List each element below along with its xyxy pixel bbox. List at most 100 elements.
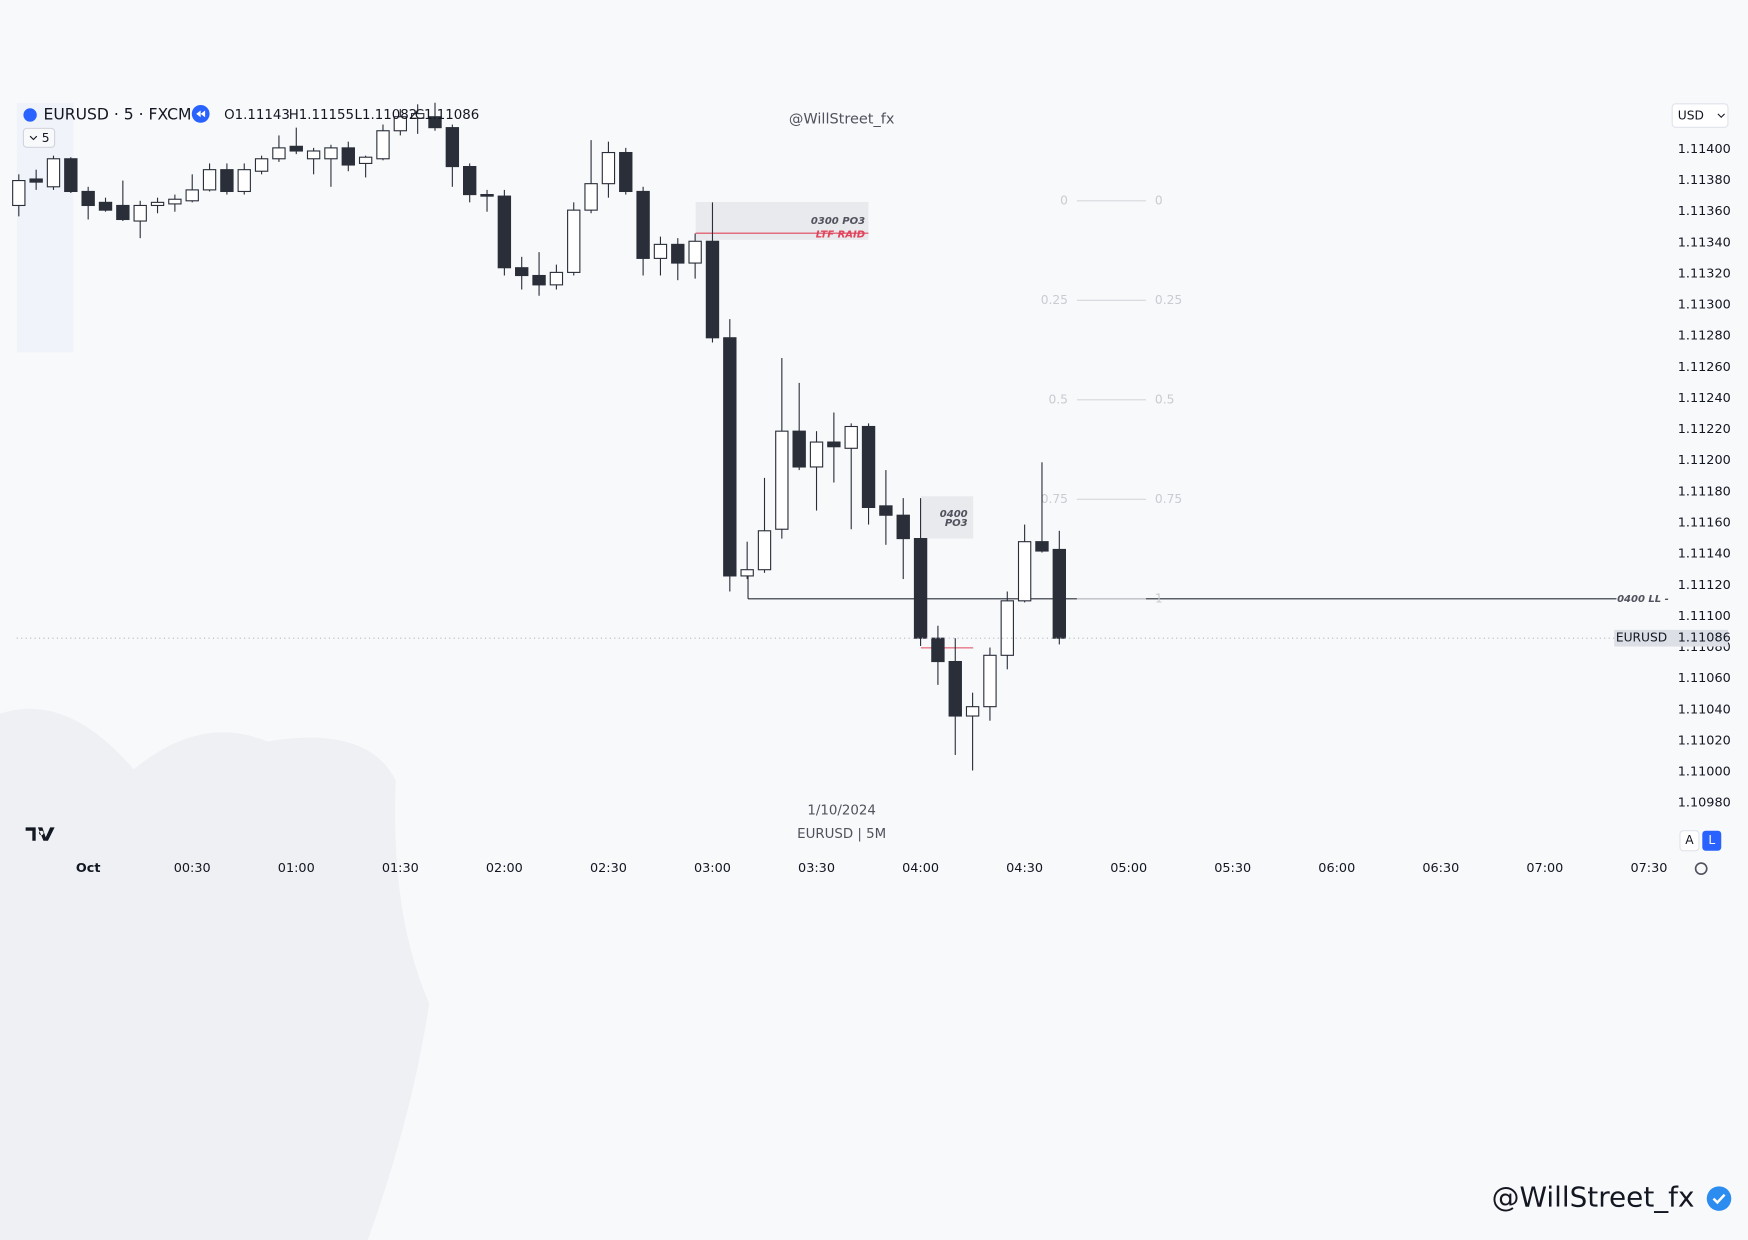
candle-body bbox=[792, 430, 806, 468]
candle-body bbox=[289, 145, 303, 152]
symbol-icon bbox=[23, 108, 37, 122]
candle-body bbox=[376, 130, 390, 160]
verified-check bbox=[1712, 1193, 1726, 1205]
candle-body bbox=[1052, 548, 1066, 639]
price-tag-label: 1.11086 bbox=[1678, 631, 1731, 646]
candle-body bbox=[723, 337, 737, 577]
x-tick-label: 05:00 bbox=[1110, 861, 1147, 876]
x-tick-label: 00:30 bbox=[174, 861, 211, 876]
candle-body bbox=[428, 116, 442, 129]
x-tick-label: 02:30 bbox=[590, 861, 627, 876]
symbol: EURUSD · 5 · FXCM bbox=[43, 105, 191, 123]
chevron-icon bbox=[1717, 113, 1725, 119]
candle-body bbox=[168, 198, 182, 205]
y-tick-label: 1.11380 bbox=[1678, 173, 1731, 188]
candle-body bbox=[98, 201, 113, 211]
scale-button-label: A bbox=[1685, 833, 1694, 847]
candle-body bbox=[237, 169, 251, 193]
y-tick-label: 1.11220 bbox=[1678, 422, 1731, 437]
candle-body bbox=[64, 158, 78, 193]
y-tick-label: 1.11340 bbox=[1678, 235, 1731, 250]
tv-logo bbox=[25, 827, 55, 841]
x-tick-label: 01:00 bbox=[278, 861, 315, 876]
candle-body bbox=[532, 274, 546, 286]
interval: 5 bbox=[42, 131, 50, 145]
candle-body bbox=[46, 158, 61, 188]
candle-body bbox=[879, 505, 893, 516]
candle-body bbox=[1035, 541, 1049, 552]
candle-body bbox=[827, 441, 841, 448]
candle-body bbox=[324, 147, 338, 160]
x-tick-label: 06:00 bbox=[1318, 861, 1355, 876]
y-tick-label: 1.11300 bbox=[1678, 298, 1731, 313]
candle-body bbox=[584, 183, 598, 211]
candle-body bbox=[983, 654, 997, 708]
candle-body bbox=[254, 158, 269, 172]
candle-body bbox=[619, 151, 633, 193]
fib-label: 0.75 bbox=[1155, 492, 1182, 506]
y-tick-label: 1.11320 bbox=[1678, 266, 1731, 281]
fib-label: 0 bbox=[1060, 193, 1068, 207]
candle-body bbox=[740, 569, 754, 577]
currency-button[interactable] bbox=[1671, 103, 1729, 128]
y-tick-label: 1.11280 bbox=[1678, 329, 1731, 344]
y-tick-label: 1.11240 bbox=[1678, 391, 1731, 406]
y-tick-label: 1.11260 bbox=[1678, 360, 1731, 375]
candle-body bbox=[358, 156, 373, 164]
x-tick-label: 04:30 bbox=[1006, 861, 1043, 876]
annotation-label: LTF RAID bbox=[816, 229, 865, 240]
fib-label: 0.5 bbox=[1155, 392, 1174, 406]
candle-body bbox=[515, 267, 529, 277]
log-scale-button[interactable] bbox=[1702, 830, 1722, 851]
candle-body bbox=[671, 243, 685, 264]
y-tick-label: 1.11040 bbox=[1678, 702, 1731, 717]
candle-body bbox=[29, 178, 43, 183]
auto-scale-button[interactable] bbox=[1679, 830, 1700, 852]
fib-label: 0.75 bbox=[1041, 492, 1068, 506]
candle-body bbox=[601, 151, 616, 185]
x-tick-label: 03:30 bbox=[798, 861, 835, 876]
candle-body bbox=[861, 425, 876, 508]
candle-body bbox=[272, 147, 286, 160]
candle-body bbox=[497, 195, 512, 269]
y-tick-label: 1.11120 bbox=[1678, 578, 1731, 593]
price-tag bbox=[1668, 629, 1728, 647]
candle-body bbox=[913, 538, 928, 639]
annotation-label: 0300 PO3 bbox=[811, 216, 865, 227]
annotation-label: PO3 bbox=[945, 518, 968, 529]
x-tick-label: 03:00 bbox=[694, 861, 731, 876]
interval-button[interactable] bbox=[22, 127, 56, 148]
symbol-tag bbox=[1614, 629, 1669, 647]
candle-body bbox=[410, 113, 425, 119]
fib-label: 1 bbox=[1155, 591, 1163, 605]
x-tick-label: 05:30 bbox=[1214, 861, 1251, 876]
x-tick-label: 01:30 bbox=[382, 861, 419, 876]
candle-body bbox=[480, 194, 494, 197]
ohlc-readout: H1.11155 bbox=[289, 108, 354, 123]
x-tick-label: 07:00 bbox=[1526, 861, 1563, 876]
ohlc-readout: L1.11082 bbox=[355, 108, 418, 123]
x-tick-label: 06:30 bbox=[1422, 861, 1459, 876]
settings-button[interactable] bbox=[1694, 862, 1708, 876]
y-tick-label: 1.11200 bbox=[1678, 453, 1731, 468]
annotation-label: 0400 bbox=[940, 509, 968, 520]
y-tick-label: 1.10980 bbox=[1678, 796, 1731, 811]
candle-body bbox=[567, 209, 581, 273]
watermark: @WillStreet_fx bbox=[789, 111, 895, 127]
y-tick-label: 1.11360 bbox=[1678, 204, 1731, 219]
fib-label: 0.5 bbox=[1048, 392, 1067, 406]
candle-body bbox=[306, 150, 321, 160]
candle-body bbox=[1000, 600, 1014, 656]
candle-body bbox=[757, 530, 772, 571]
candle-body bbox=[965, 706, 980, 717]
ohlc-readout: O1.11143 bbox=[224, 108, 290, 123]
po3-box bbox=[920, 496, 974, 539]
y-tick-label: 1.11180 bbox=[1678, 484, 1731, 499]
candle-body bbox=[688, 240, 702, 264]
verified-badge bbox=[1706, 1186, 1732, 1211]
y-tick-label: 1.11060 bbox=[1678, 671, 1731, 686]
x-tick-label: 02:00 bbox=[486, 861, 523, 876]
y-tick-label: 1.11020 bbox=[1678, 733, 1731, 748]
